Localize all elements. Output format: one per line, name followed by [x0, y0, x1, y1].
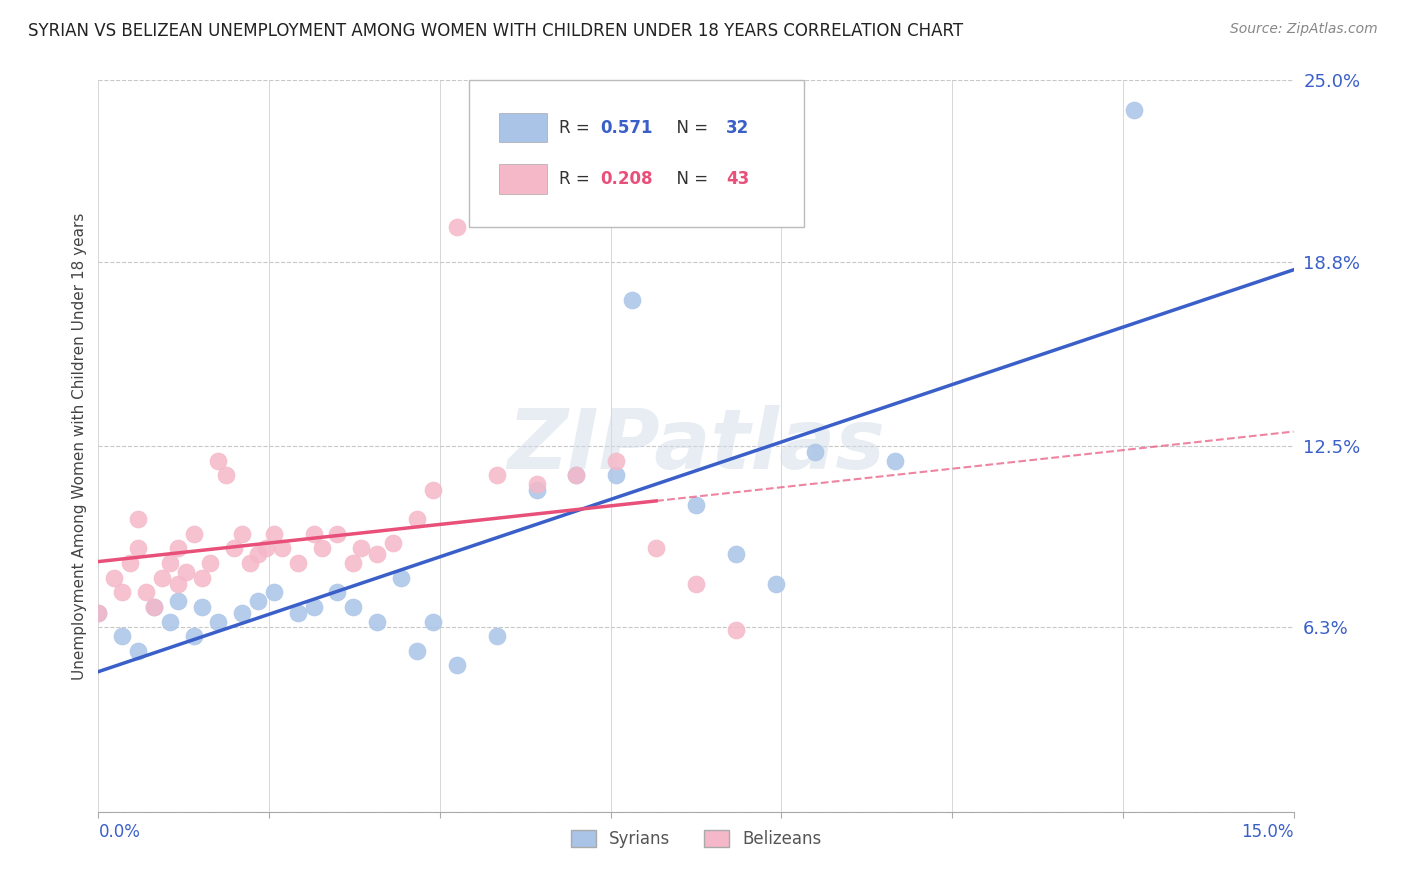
Point — [565, 468, 588, 483]
Point — [422, 483, 444, 497]
Point — [342, 599, 364, 614]
Point — [239, 556, 262, 570]
Point — [87, 606, 110, 620]
Point — [215, 468, 238, 483]
Point — [804, 445, 827, 459]
Point — [621, 293, 644, 307]
Point — [287, 556, 309, 570]
Point — [765, 576, 787, 591]
Point — [526, 483, 548, 497]
Point — [159, 556, 181, 570]
Text: SYRIAN VS BELIZEAN UNEMPLOYMENT AMONG WOMEN WITH CHILDREN UNDER 18 YEARS CORRELA: SYRIAN VS BELIZEAN UNEMPLOYMENT AMONG WO… — [28, 22, 963, 40]
Point — [143, 599, 166, 614]
Point — [366, 547, 388, 561]
Text: N =: N = — [666, 119, 713, 136]
Point — [183, 629, 205, 643]
Text: R =: R = — [558, 170, 595, 188]
Point — [366, 615, 388, 629]
Point — [167, 576, 190, 591]
Point — [103, 571, 125, 585]
Bar — [499, 164, 547, 194]
Text: 15.0%: 15.0% — [1241, 822, 1294, 840]
Point — [231, 606, 253, 620]
Point — [302, 526, 325, 541]
Point — [111, 629, 134, 643]
Text: 0.208: 0.208 — [600, 170, 652, 188]
Point — [127, 541, 149, 556]
Point — [326, 585, 349, 599]
Point — [159, 615, 181, 629]
Point — [246, 547, 269, 561]
Point — [350, 541, 373, 556]
Point — [263, 526, 285, 541]
Point — [167, 594, 190, 608]
Point — [127, 644, 149, 658]
Point — [326, 526, 349, 541]
Point — [270, 541, 292, 556]
Text: Source: ZipAtlas.com: Source: ZipAtlas.com — [1230, 22, 1378, 37]
Text: R =: R = — [558, 119, 595, 136]
Point — [254, 541, 277, 556]
Point — [605, 468, 627, 483]
Text: 32: 32 — [725, 119, 749, 136]
Point — [143, 599, 166, 614]
Point — [724, 547, 747, 561]
Text: N =: N = — [666, 170, 713, 188]
Bar — [499, 113, 547, 143]
Point — [135, 585, 157, 599]
Text: 43: 43 — [725, 170, 749, 188]
Point — [183, 526, 205, 541]
Point — [389, 571, 412, 585]
Point — [127, 512, 149, 526]
Point — [485, 629, 508, 643]
Point — [422, 615, 444, 629]
Point — [884, 453, 907, 467]
Point — [311, 541, 333, 556]
Point — [724, 624, 747, 638]
Text: ZIPatlas: ZIPatlas — [508, 406, 884, 486]
Point — [231, 526, 253, 541]
Point — [526, 477, 548, 491]
Point — [485, 468, 508, 483]
Point — [382, 535, 405, 549]
Text: 0.0%: 0.0% — [98, 822, 141, 840]
Point — [207, 453, 229, 467]
FancyBboxPatch shape — [470, 80, 804, 227]
Point — [685, 498, 707, 512]
Point — [191, 599, 214, 614]
Point — [287, 606, 309, 620]
Point — [685, 576, 707, 591]
Point — [605, 453, 627, 467]
Point — [246, 594, 269, 608]
Point — [446, 658, 468, 673]
Point — [263, 585, 285, 599]
Point — [120, 556, 142, 570]
Y-axis label: Unemployment Among Women with Children Under 18 years: Unemployment Among Women with Children U… — [72, 212, 87, 680]
Point — [174, 565, 197, 579]
Legend: Syrians, Belizeans: Syrians, Belizeans — [564, 823, 828, 855]
Point — [87, 606, 110, 620]
Point — [565, 468, 588, 483]
Point — [150, 571, 173, 585]
Point — [111, 585, 134, 599]
Point — [302, 599, 325, 614]
Point — [342, 556, 364, 570]
Point — [1123, 103, 1146, 117]
Point — [406, 512, 429, 526]
Point — [222, 541, 245, 556]
Point — [198, 556, 221, 570]
Point — [207, 615, 229, 629]
Point — [406, 644, 429, 658]
Text: 0.571: 0.571 — [600, 119, 652, 136]
Point — [191, 571, 214, 585]
Point — [167, 541, 190, 556]
Point — [645, 541, 668, 556]
Point — [446, 219, 468, 234]
